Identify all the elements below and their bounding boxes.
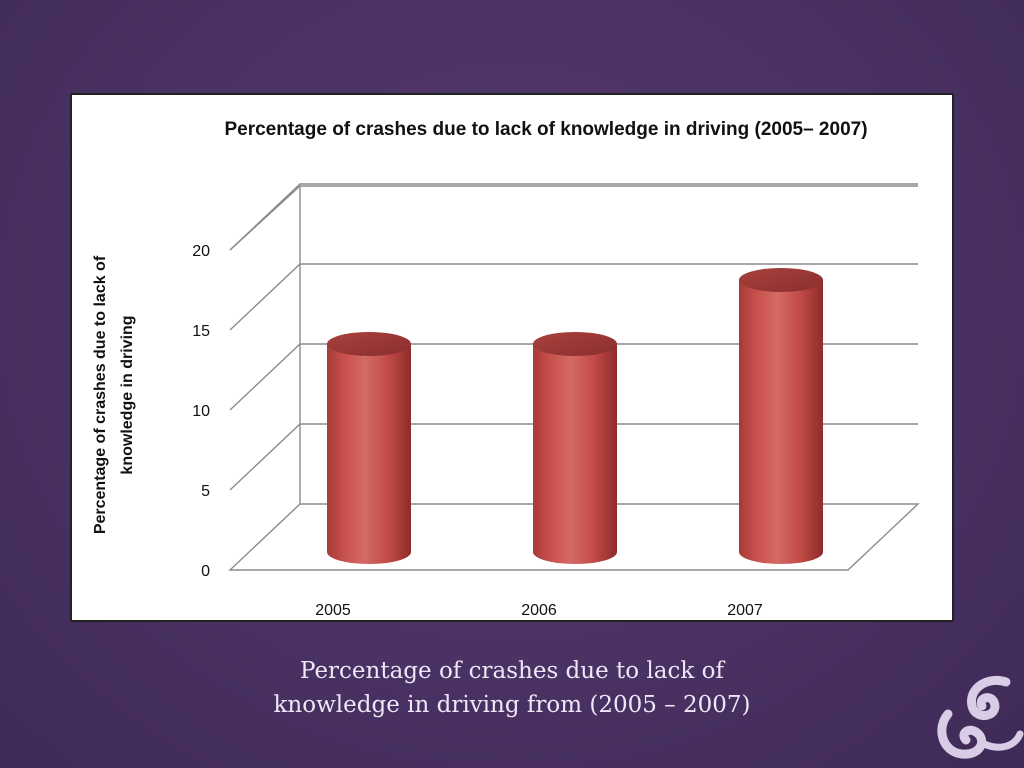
- bar: [739, 268, 823, 564]
- bar-body: [327, 344, 411, 564]
- bars-layer: [327, 268, 823, 564]
- grid-layer: [228, 183, 920, 571]
- y-axis-label-line2: knowledge in driving: [119, 315, 136, 474]
- caption-line-2: knowledge in driving from (2005 – 2007): [273, 692, 751, 718]
- bar: [327, 332, 411, 564]
- y-axis-label-line1: Percentage of crashes due to lack of: [92, 255, 109, 534]
- flourish-icon: [937, 676, 1024, 759]
- x-tick-label: 2006: [521, 602, 557, 619]
- gridline: [229, 185, 918, 251]
- bar-chart: Percentage of crashes due to lack of kno…: [92, 119, 920, 619]
- bar-body: [533, 344, 617, 564]
- chart-frame: Percentage of crashes due to lack of kno…: [70, 93, 954, 622]
- chart-floor: [228, 503, 920, 571]
- labels-layer: Percentage of crashes due to lack of kno…: [92, 119, 868, 619]
- bar-body: [739, 280, 823, 564]
- x-tick-label: 2005: [315, 602, 351, 619]
- y-tick-label: 0: [201, 563, 210, 580]
- bar-top: [327, 332, 411, 356]
- gridline: [229, 183, 918, 251]
- x-tick-label: 2007: [727, 602, 763, 619]
- caption-line-1: Percentage of crashes due to lack of: [300, 658, 724, 684]
- chart-title: Percentage of crashes due to lack of kno…: [224, 119, 867, 140]
- y-tick-label: 15: [192, 323, 210, 340]
- y-tick-label: 5: [201, 483, 210, 500]
- bar-top: [739, 268, 823, 292]
- bar-top: [533, 332, 617, 356]
- y-tick-label: 10: [192, 403, 210, 420]
- y-tick-label: 20: [192, 243, 210, 260]
- slide-caption: Percentage of crashes due to lack of kno…: [212, 654, 812, 722]
- bar: [533, 332, 617, 564]
